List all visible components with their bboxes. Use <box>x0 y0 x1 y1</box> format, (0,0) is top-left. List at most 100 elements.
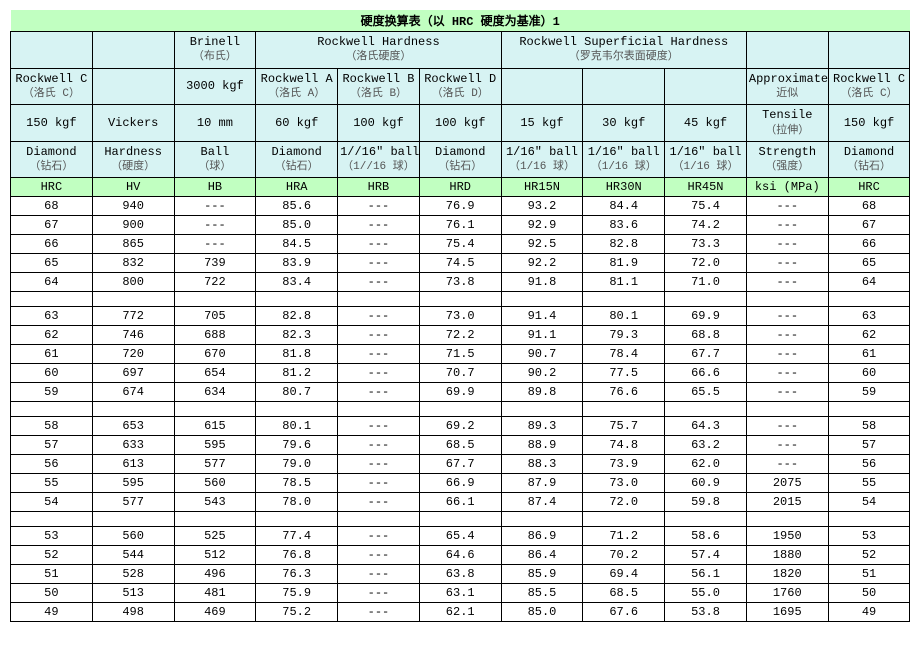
h5-hrc: HRC <box>11 178 93 197</box>
table-cell: --- <box>746 345 828 364</box>
table-cell: 67.7 <box>419 455 501 474</box>
table-cell: 56.1 <box>665 565 747 584</box>
table-cell: 54 <box>828 493 910 512</box>
table-cell: 59 <box>828 383 910 402</box>
table-cell: --- <box>746 417 828 436</box>
table-cell: 90.7 <box>501 345 583 364</box>
table-cell: --- <box>338 603 420 622</box>
table-cell: 82.8 <box>256 307 338 326</box>
table-cell: 74.8 <box>583 436 665 455</box>
h2-rb: Rockwell B（洛氏 B） <box>338 68 420 105</box>
table-cell: 78.0 <box>256 493 338 512</box>
table-cell: --- <box>338 364 420 383</box>
table-cell: 73.3 <box>665 235 747 254</box>
table-cell: 58.6 <box>665 527 747 546</box>
table-cell: 88.9 <box>501 436 583 455</box>
table-cell: 62 <box>11 326 93 345</box>
table-cell: 75.9 <box>256 584 338 603</box>
table-cell: 64.6 <box>419 546 501 565</box>
table-cell: 2015 <box>746 493 828 512</box>
h5-hr45n: HR45N <box>665 178 747 197</box>
table-cell: 57 <box>11 436 93 455</box>
table-cell: 68 <box>828 197 910 216</box>
table-cell: 73.9 <box>583 455 665 474</box>
table-cell: --- <box>338 546 420 565</box>
h4-strength: Strength（强度） <box>746 141 828 178</box>
table-cell: 68 <box>11 197 93 216</box>
h4-diamond3: Diamond（钻石） <box>419 141 501 178</box>
table-cell: 53.8 <box>665 603 747 622</box>
table-cell: 56 <box>11 455 93 474</box>
table-cell: 75.4 <box>665 197 747 216</box>
table-cell: 67 <box>11 216 93 235</box>
table-cell: --- <box>746 307 828 326</box>
h3-15kgf: 15 kgf <box>501 105 583 142</box>
h5-hr30n: HR30N <box>583 178 665 197</box>
table-cell: 1880 <box>746 546 828 565</box>
table-cell: 746 <box>92 326 174 345</box>
table-cell: 75.7 <box>583 417 665 436</box>
table-row: 68940---85.6---76.993.284.475.4---68 <box>11 197 911 216</box>
table-cell: 90.2 <box>501 364 583 383</box>
table-cell: 79.3 <box>583 326 665 345</box>
table-cell: 49 <box>11 603 93 622</box>
table-cell: --- <box>746 364 828 383</box>
table-row: 6480072283.4---73.891.881.171.0---64 <box>11 273 911 292</box>
h2-rc: Rockwell C（洛氏 C） <box>11 68 93 105</box>
table-cell: 64 <box>11 273 93 292</box>
table-cell: 87.4 <box>501 493 583 512</box>
h3-30kgf: 30 kgf <box>583 105 665 142</box>
h5-hrb: HRB <box>338 178 420 197</box>
table-cell: --- <box>174 197 256 216</box>
table-cell: --- <box>746 436 828 455</box>
table-cell: 53 <box>828 527 910 546</box>
table-cell: 595 <box>174 436 256 455</box>
h4-diamond: Diamond（钻石） <box>11 141 93 178</box>
h4-ball: Ball（球） <box>174 141 256 178</box>
table-cell: 89.8 <box>501 383 583 402</box>
table-cell: 70.7 <box>419 364 501 383</box>
table-cell: 496 <box>174 565 256 584</box>
table-cell: --- <box>746 235 828 254</box>
h4-hardness: Hardness（硬度） <box>92 141 174 178</box>
h2-3000kgf: 3000 kgf <box>174 68 256 105</box>
table-cell: --- <box>338 383 420 402</box>
table-row: 5967463480.7---69.989.876.665.5---59 <box>11 383 911 402</box>
h5-hb: HB <box>174 178 256 197</box>
h1-brinell: Brinell（布氏） <box>174 32 256 69</box>
table-cell: 77.4 <box>256 527 338 546</box>
table-row: 5457754378.0---66.187.472.059.8201554 <box>11 493 911 512</box>
table-cell: --- <box>338 235 420 254</box>
table-row: 6377270582.8---73.091.480.169.9---63 <box>11 307 911 326</box>
table-cell: 1695 <box>746 603 828 622</box>
table-cell: 84.5 <box>256 235 338 254</box>
table-cell: 75.2 <box>256 603 338 622</box>
table-cell: 67.6 <box>583 603 665 622</box>
table-cell: 72.0 <box>665 254 747 273</box>
table-cell: --- <box>338 216 420 235</box>
h2-blank3 <box>583 68 665 105</box>
table-cell: 72.0 <box>583 493 665 512</box>
table-cell: 60 <box>828 364 910 383</box>
table-cell: 83.9 <box>256 254 338 273</box>
h1-blank4 <box>828 32 910 69</box>
table-cell: 62 <box>828 326 910 345</box>
table-cell: 528 <box>92 565 174 584</box>
table-cell: 88.3 <box>501 455 583 474</box>
h3-60kgf: 60 kgf <box>256 105 338 142</box>
table-cell: 1820 <box>746 565 828 584</box>
table-row: 5356052577.4---65.486.971.258.6195053 <box>11 527 911 546</box>
table-cell: 79.0 <box>256 455 338 474</box>
table-cell: 688 <box>174 326 256 345</box>
table-cell: 654 <box>174 364 256 383</box>
table-cell: 577 <box>174 455 256 474</box>
h2-blank4 <box>665 68 747 105</box>
table-cell: 71.5 <box>419 345 501 364</box>
table-row: 4949846975.2---62.185.067.653.8169549 <box>11 603 911 622</box>
table-cell: 83.6 <box>583 216 665 235</box>
h2-approx: Approximate近似 <box>746 68 828 105</box>
table-cell: 76.3 <box>256 565 338 584</box>
table-row: 6172067081.8---71.590.778.467.7---61 <box>11 345 911 364</box>
table-cell: 69.9 <box>419 383 501 402</box>
h1-rockwell: Rockwell Hardness（洛氏硬度） <box>256 32 501 69</box>
